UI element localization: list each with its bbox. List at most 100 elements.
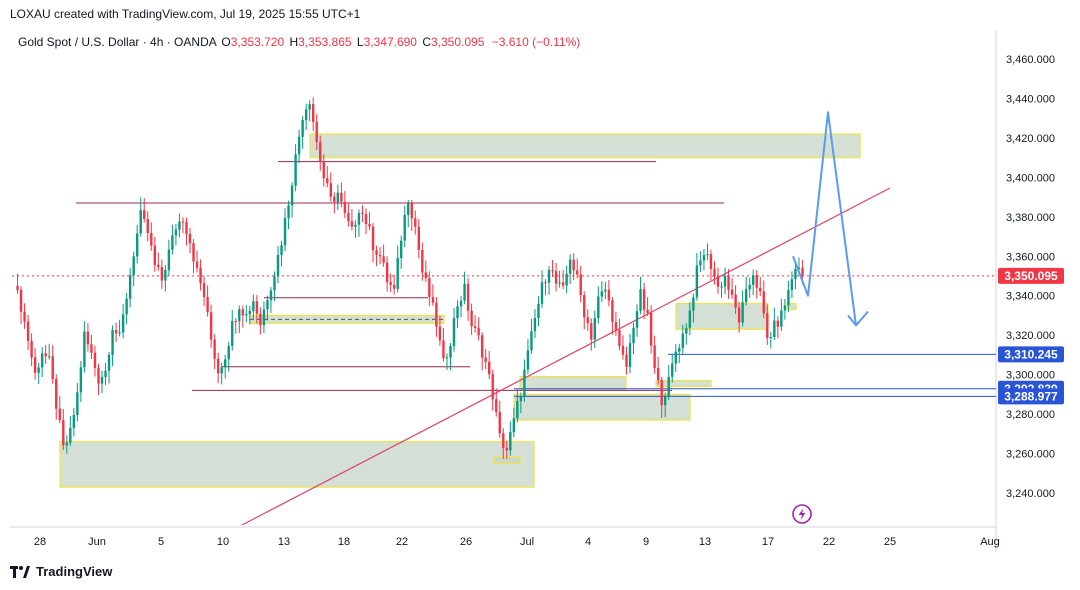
candle xyxy=(69,415,72,447)
level-tag-bg xyxy=(998,388,1064,405)
candle-body xyxy=(639,289,642,312)
candle xyxy=(459,295,463,318)
candle-body xyxy=(333,196,336,203)
candle-body xyxy=(55,379,58,409)
candle xyxy=(727,269,730,299)
candle-body xyxy=(403,214,406,241)
price-tick-label: 3,240.000 xyxy=(1006,488,1055,500)
candle xyxy=(181,217,185,234)
candle xyxy=(456,300,459,328)
candle-body xyxy=(755,275,758,288)
candle xyxy=(266,295,269,321)
candle xyxy=(692,293,695,323)
candle xyxy=(392,274,396,295)
candle xyxy=(544,279,547,296)
candle-body xyxy=(519,396,523,402)
candle xyxy=(343,191,347,219)
candle xyxy=(350,209,354,231)
candle-body xyxy=(357,213,361,225)
candle xyxy=(600,281,604,303)
candle-body xyxy=(174,229,178,236)
candle xyxy=(276,246,280,284)
candle xyxy=(512,407,516,438)
candle xyxy=(51,345,54,384)
price-tick-label: 3,420.000 xyxy=(1006,133,1055,145)
time-axis[interactable]: 28 Jun 5 10 13 18 22 26 Jul 4 9 13 17 22 25 Aug xyxy=(34,536,1000,548)
candle-body xyxy=(146,218,149,234)
candle xyxy=(642,282,646,320)
candle-body xyxy=(48,356,51,358)
candle-body xyxy=(280,245,283,255)
chart-credit: LOXAU created with TradingView.com, Jul … xyxy=(10,7,361,21)
candle-body xyxy=(297,136,301,155)
candle-body xyxy=(526,350,530,370)
candle-body xyxy=(752,275,755,285)
candle xyxy=(586,309,589,331)
candle xyxy=(136,224,139,264)
high-value: 3,353.865 xyxy=(298,35,352,49)
candle-body xyxy=(111,329,114,355)
candle xyxy=(125,292,128,325)
candle-body xyxy=(121,314,125,333)
candle xyxy=(516,389,519,423)
candle xyxy=(227,342,230,372)
candle xyxy=(414,210,417,235)
candle-body xyxy=(234,321,237,323)
candle xyxy=(794,263,797,290)
candle xyxy=(19,286,23,324)
time-tick-label: Aug xyxy=(980,536,1000,548)
candle-body xyxy=(139,210,142,234)
lightning-icon[interactable] xyxy=(792,504,812,524)
candle xyxy=(319,135,322,171)
candle xyxy=(192,239,195,274)
candle-body xyxy=(766,313,769,338)
candle xyxy=(576,258,579,279)
candle-body xyxy=(463,283,466,301)
candle xyxy=(713,261,716,285)
candle-body xyxy=(128,275,132,299)
candle-body xyxy=(692,297,695,311)
candle xyxy=(477,317,480,341)
candle-body xyxy=(16,285,19,290)
candle-body xyxy=(329,183,332,197)
candle-body xyxy=(178,221,181,230)
time-tick-label: 25 xyxy=(884,536,896,548)
candle-body xyxy=(727,275,730,290)
candle-body xyxy=(255,301,259,314)
candle xyxy=(58,395,61,424)
low-label: L xyxy=(356,35,364,49)
candle-body xyxy=(678,348,681,352)
price-axis[interactable]: 3,240.000 3,260.000 3,280.000 3,300.000 3,32… xyxy=(1006,54,1055,500)
candle-body xyxy=(607,289,611,301)
candle xyxy=(132,251,135,287)
candle xyxy=(297,129,301,163)
candle-body xyxy=(741,302,744,323)
time-tick-label: 13 xyxy=(278,536,290,548)
candle xyxy=(678,343,681,364)
candle-body xyxy=(498,411,501,434)
time-tick-label: Jun xyxy=(88,536,106,548)
time-tick-label: Jul xyxy=(520,536,534,548)
candle xyxy=(526,339,530,375)
candle xyxy=(37,362,40,385)
tradingview-logo[interactable]: TradingView xyxy=(10,564,112,579)
candle xyxy=(213,334,216,370)
level-tag: 3,310.245 xyxy=(998,346,1064,363)
candle xyxy=(171,224,174,255)
candle-body xyxy=(551,269,554,272)
candle xyxy=(723,267,727,295)
candle-body xyxy=(530,331,533,351)
candle xyxy=(30,333,33,366)
candle-body xyxy=(65,442,68,446)
candle-body xyxy=(780,310,783,327)
projection-path xyxy=(792,111,869,327)
candle xyxy=(495,388,498,417)
candle xyxy=(301,116,304,149)
candle xyxy=(23,303,26,329)
candle-body xyxy=(273,276,276,291)
supply-zone xyxy=(309,133,861,159)
price-tick-label: 3,400.000 xyxy=(1006,172,1055,184)
candle-body xyxy=(86,331,90,345)
candle-body xyxy=(188,233,192,244)
